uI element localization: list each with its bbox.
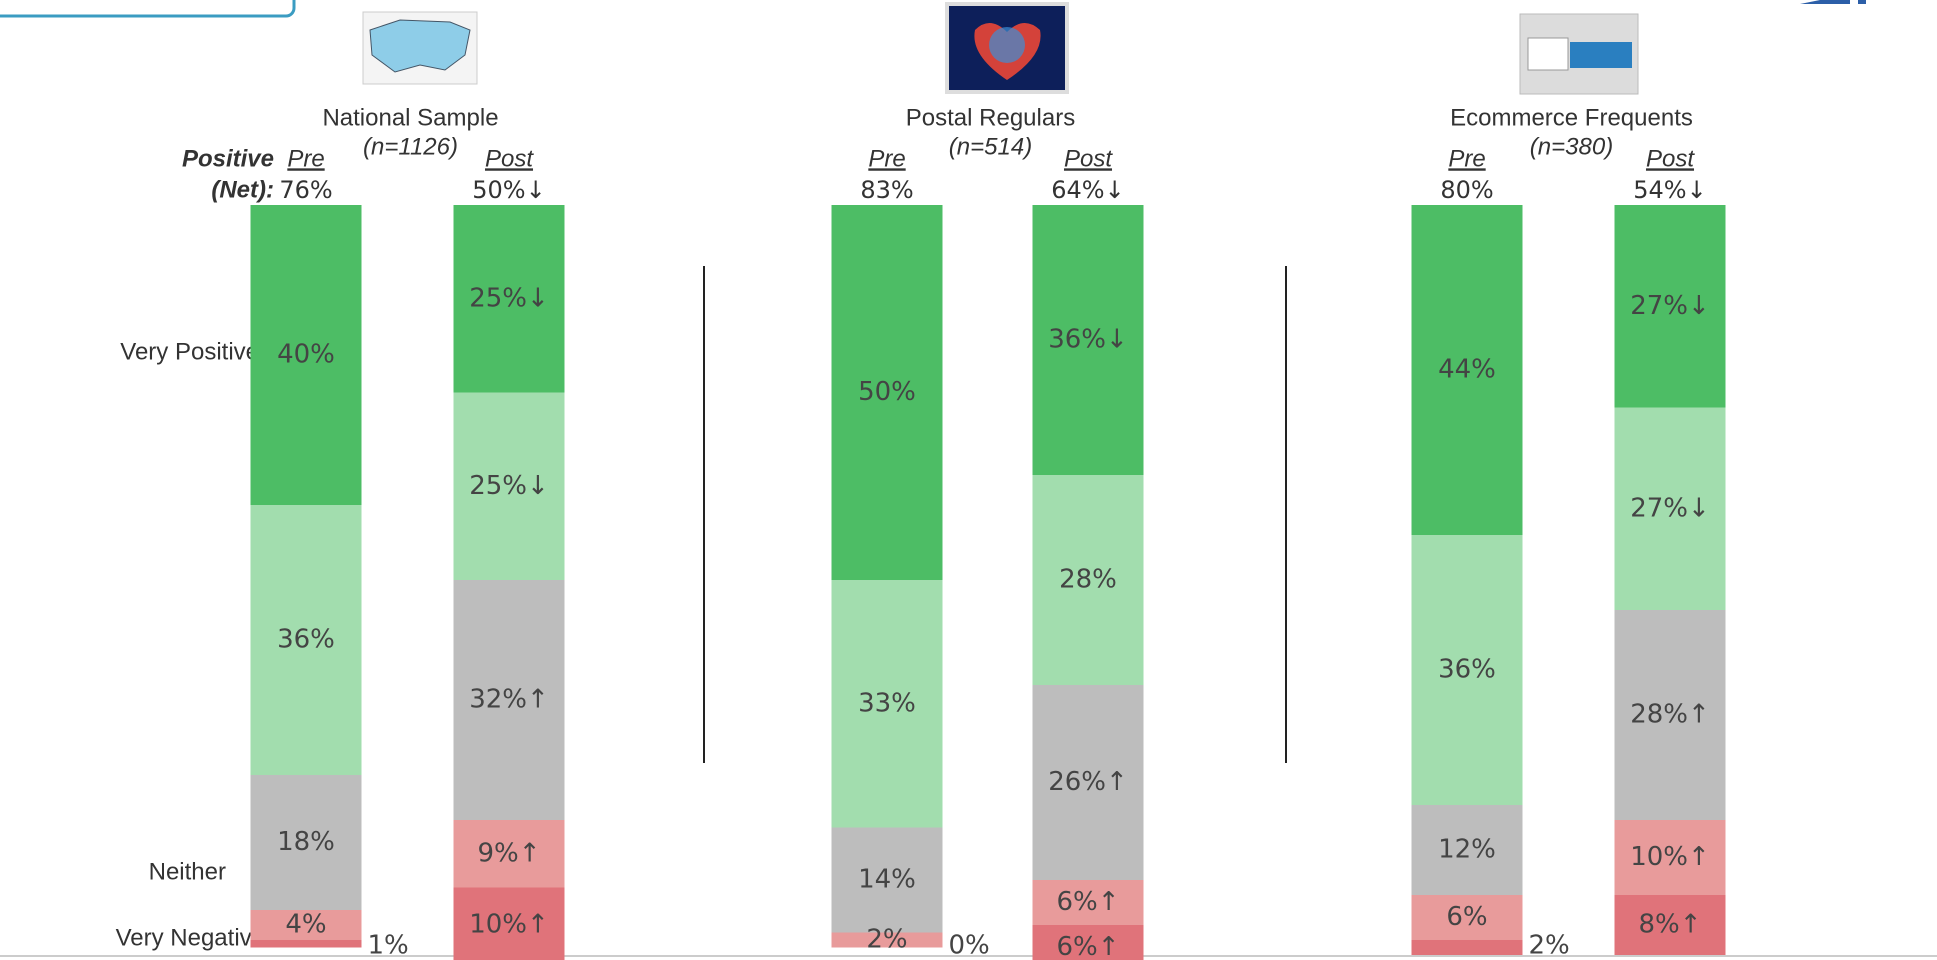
value-label: 25%↓ (469, 471, 549, 501)
bar-segment (831, 827, 943, 933)
group-title: Postal Regulars (906, 104, 1075, 131)
bar-label: Post (1064, 145, 1113, 172)
bar-label: Pre (1448, 145, 1485, 172)
row-label: Very Negative (116, 924, 265, 951)
bar-segment (1411, 205, 1523, 535)
icon-stamp (945, 2, 1069, 94)
bar-label: Post (485, 145, 534, 172)
bar-segment (1411, 895, 1523, 940)
value-label: 27%↓ (1630, 493, 1710, 523)
value-label: 8%↑ (1638, 910, 1701, 940)
logo (1858, 0, 1866, 4)
net-label: 80% (1440, 176, 1493, 204)
bar-label: Pre (868, 145, 905, 172)
value-label: 10%↑ (1630, 842, 1710, 872)
bar-segment (250, 910, 362, 940)
bar-segment (1614, 820, 1726, 895)
net-label: 54%↓ (1633, 176, 1706, 204)
value-label: 50% (858, 377, 916, 407)
value-label: 6% (1446, 902, 1487, 932)
value-label: 6%↑ (1056, 932, 1119, 960)
value-label: 4% (285, 910, 326, 940)
bar-segment (1032, 925, 1144, 960)
value-label: 10%↑ (469, 910, 549, 940)
bar-segment (453, 820, 565, 888)
bar-segment (250, 775, 362, 910)
bar-label: Post (1646, 145, 1695, 172)
bar-segment (250, 505, 362, 775)
value-label: 14% (858, 865, 916, 895)
bar-segment (1411, 940, 1523, 955)
bar-segment (1411, 535, 1523, 805)
bar-segment (250, 940, 362, 948)
net-label: 83% (860, 176, 913, 204)
value-label: 2% (866, 925, 907, 955)
value-label: 36%↓ (1048, 325, 1128, 355)
bar-segment (1032, 475, 1144, 685)
bar-segment (453, 205, 565, 393)
group-title: National Sample (322, 104, 498, 131)
value-label: 28% (1059, 565, 1117, 595)
bar-segment (1614, 895, 1726, 955)
bar-segment (453, 887, 565, 960)
group-title: Ecommerce Frequents (1450, 104, 1693, 131)
bar-segment (1614, 610, 1726, 820)
net-label: 64%↓ (1051, 176, 1124, 204)
bar-segment (831, 580, 943, 828)
icon-map (362, 11, 478, 85)
group-n: (n=514) (949, 133, 1032, 160)
value-label: 36% (1438, 655, 1496, 685)
bar-segment (831, 205, 943, 580)
value-label: 27%↓ (1630, 291, 1710, 321)
bar-segment (250, 205, 362, 505)
group-n: (n=380) (1530, 133, 1613, 160)
bar-segment (831, 932, 943, 948)
net-label: 50%↓ (472, 176, 545, 204)
bar-segment (1411, 805, 1523, 895)
value-label: 1% (368, 931, 409, 960)
bar-segment (1032, 880, 1144, 925)
bar-segment (1614, 407, 1726, 610)
value-label: 44% (1438, 355, 1496, 385)
bar-segment (1032, 685, 1144, 880)
icon-keyboard (1519, 13, 1639, 95)
bar-segment (1614, 205, 1726, 408)
net-subtitle: (Net): (211, 176, 274, 203)
net-label: 76% (279, 176, 332, 204)
value-label: 6%↑ (1056, 887, 1119, 917)
group-n: (n=1126) (363, 133, 458, 160)
value-label: 12% (1438, 835, 1496, 865)
value-label: 28%↑ (1630, 700, 1710, 730)
logo (1800, 0, 1850, 4)
value-label: 25%↓ (469, 283, 549, 313)
value-label: 9%↑ (477, 838, 540, 868)
value-label: 18% (277, 827, 335, 857)
bar-segment (453, 580, 565, 820)
bar-segment (453, 392, 565, 580)
bar-segment (1032, 205, 1144, 475)
value-label: 40% (277, 340, 335, 370)
header-box (0, 0, 296, 18)
value-label: 0% (949, 931, 990, 960)
value-label: 36% (277, 625, 335, 655)
row-label: Neither (149, 858, 226, 885)
value-label: 32%↑ (469, 685, 549, 715)
value-label: 26%↑ (1048, 767, 1128, 797)
value-label: 2% (1529, 931, 1570, 960)
net-title: Positive (182, 145, 274, 172)
value-label: 33% (858, 688, 916, 718)
bar-label: Pre (287, 145, 324, 172)
row-label: Very Positive (120, 338, 259, 365)
